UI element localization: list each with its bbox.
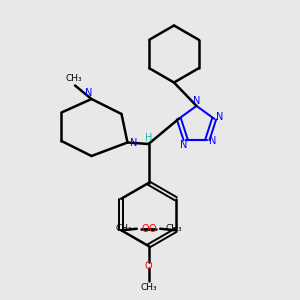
Text: CH₃: CH₃ <box>165 224 182 233</box>
Text: N: N <box>209 136 217 146</box>
Text: N: N <box>194 96 201 106</box>
Text: CH₃: CH₃ <box>140 283 157 292</box>
Text: O: O <box>148 224 156 234</box>
Text: N: N <box>216 112 223 122</box>
Text: O: O <box>145 261 152 271</box>
Text: N: N <box>180 140 188 150</box>
Text: CH₃: CH₃ <box>115 224 132 233</box>
Text: N: N <box>85 88 92 98</box>
Text: N: N <box>130 137 137 148</box>
Text: O: O <box>141 224 148 234</box>
Text: H: H <box>145 133 152 143</box>
Text: CH₃: CH₃ <box>65 74 82 83</box>
